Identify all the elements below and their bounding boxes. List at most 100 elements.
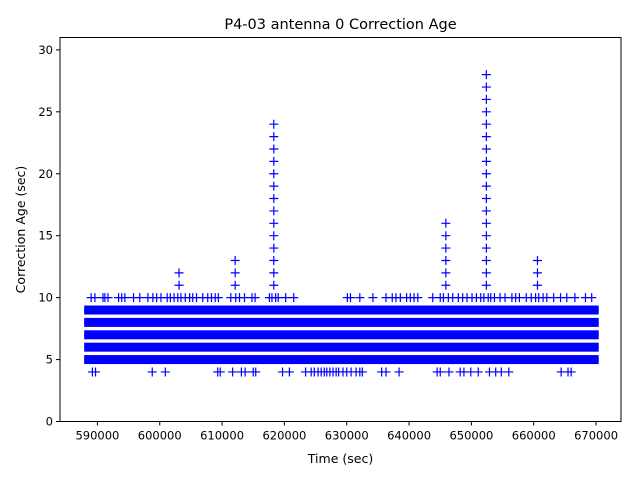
- scatter-point: [281, 293, 291, 303]
- scatter-point: [504, 367, 514, 377]
- spike-point: [441, 255, 451, 265]
- scatter-point: [135, 293, 145, 303]
- scatter-point: [355, 293, 365, 303]
- spike-point: [441, 268, 451, 278]
- spike-point: [269, 206, 279, 216]
- scatter-point: [103, 293, 113, 303]
- scatter-point: [90, 293, 100, 303]
- scatter-point: [284, 367, 294, 377]
- scatter-point: [473, 367, 483, 377]
- spike-point: [481, 156, 491, 166]
- y-tick-label: 15: [38, 229, 53, 243]
- y-tick-label: 20: [38, 167, 53, 181]
- scatter-point: [228, 367, 238, 377]
- scatter-point: [357, 367, 367, 377]
- spike-point: [481, 169, 491, 179]
- x-tick-label: 660000: [512, 429, 556, 443]
- scatter-point: [345, 293, 355, 303]
- spike-point: [174, 280, 184, 290]
- x-tick-label: 630000: [325, 429, 369, 443]
- spike-point: [481, 94, 491, 104]
- spike-point: [481, 243, 491, 253]
- scatter-point: [566, 367, 576, 377]
- spike-point: [481, 255, 491, 265]
- spike-point: [269, 243, 279, 253]
- y-tick-label: 30: [38, 43, 53, 57]
- spike-point: [532, 268, 542, 278]
- spike-point: [481, 194, 491, 204]
- scatter-point: [394, 367, 404, 377]
- spike-point: [269, 255, 279, 265]
- y-tick-label: 5: [46, 353, 53, 367]
- scatter-point: [251, 367, 261, 377]
- x-tick-label: 620000: [262, 429, 306, 443]
- spike-point: [230, 268, 240, 278]
- scatter-point: [413, 293, 423, 303]
- scatter-point: [91, 367, 101, 377]
- spike-point: [230, 280, 240, 290]
- spike-point: [269, 156, 279, 166]
- scatter-point: [147, 367, 157, 377]
- x-tick-label: 610000: [200, 429, 244, 443]
- scatter-point: [570, 293, 580, 303]
- spike-point: [532, 255, 542, 265]
- spike-point: [441, 243, 451, 253]
- scatter-point: [435, 367, 445, 377]
- spike-point: [441, 280, 451, 290]
- scatter-point: [160, 367, 170, 377]
- spike-point: [481, 181, 491, 191]
- spike-point: [230, 255, 240, 265]
- spike-point: [481, 218, 491, 228]
- y-axis-label: Correction Age (sec): [13, 166, 28, 294]
- y-tick-label: 10: [38, 291, 53, 305]
- data-points: [84, 70, 599, 377]
- spike-point: [269, 280, 279, 290]
- spike-point: [269, 231, 279, 241]
- spike-point: [481, 119, 491, 129]
- scatter-point: [250, 293, 260, 303]
- scatter-point: [213, 293, 223, 303]
- spike-point: [481, 82, 491, 92]
- scatter-point: [120, 293, 130, 303]
- axes: 590000 600000 610000 620000 630000 640000 6500…: [38, 43, 618, 443]
- spike-point: [269, 194, 279, 204]
- spike-point: [269, 268, 279, 278]
- spike-point: [481, 268, 491, 278]
- scatter-point: [368, 293, 378, 303]
- chart-title: P4-03 antenna 0 Correction Age: [224, 17, 456, 33]
- x-tick-label: 640000: [387, 429, 431, 443]
- spike-point: [441, 218, 451, 228]
- spike-point: [269, 169, 279, 179]
- y-tick-label: 25: [38, 105, 53, 119]
- spike-point: [481, 144, 491, 154]
- spike-point: [481, 70, 491, 80]
- plot-frame: [59, 37, 622, 422]
- x-axis-label: Time (sec): [307, 451, 373, 466]
- spike-point: [269, 119, 279, 129]
- spike-point: [269, 144, 279, 154]
- scatter-point: [444, 367, 454, 377]
- x-tick-label: 590000: [75, 429, 119, 443]
- scatter-point: [289, 293, 299, 303]
- x-tick-label: 670000: [574, 429, 618, 443]
- y-tick-label: 0: [46, 415, 53, 429]
- spike-point: [481, 132, 491, 142]
- x-tick-label: 650000: [449, 429, 493, 443]
- scatter-point: [587, 293, 597, 303]
- spike-point: [532, 280, 542, 290]
- spike-point: [269, 181, 279, 191]
- x-tick-label: 600000: [138, 429, 182, 443]
- spike-point: [481, 231, 491, 241]
- spike-point: [269, 218, 279, 228]
- spike-point: [481, 280, 491, 290]
- spike-point: [481, 206, 491, 216]
- spike-point: [481, 107, 491, 117]
- spike-point: [441, 231, 451, 241]
- scatter-point: [215, 367, 225, 377]
- scatter-point: [381, 367, 391, 377]
- spike-point: [174, 268, 184, 278]
- spike-point: [269, 132, 279, 142]
- scatter-point: [562, 293, 572, 303]
